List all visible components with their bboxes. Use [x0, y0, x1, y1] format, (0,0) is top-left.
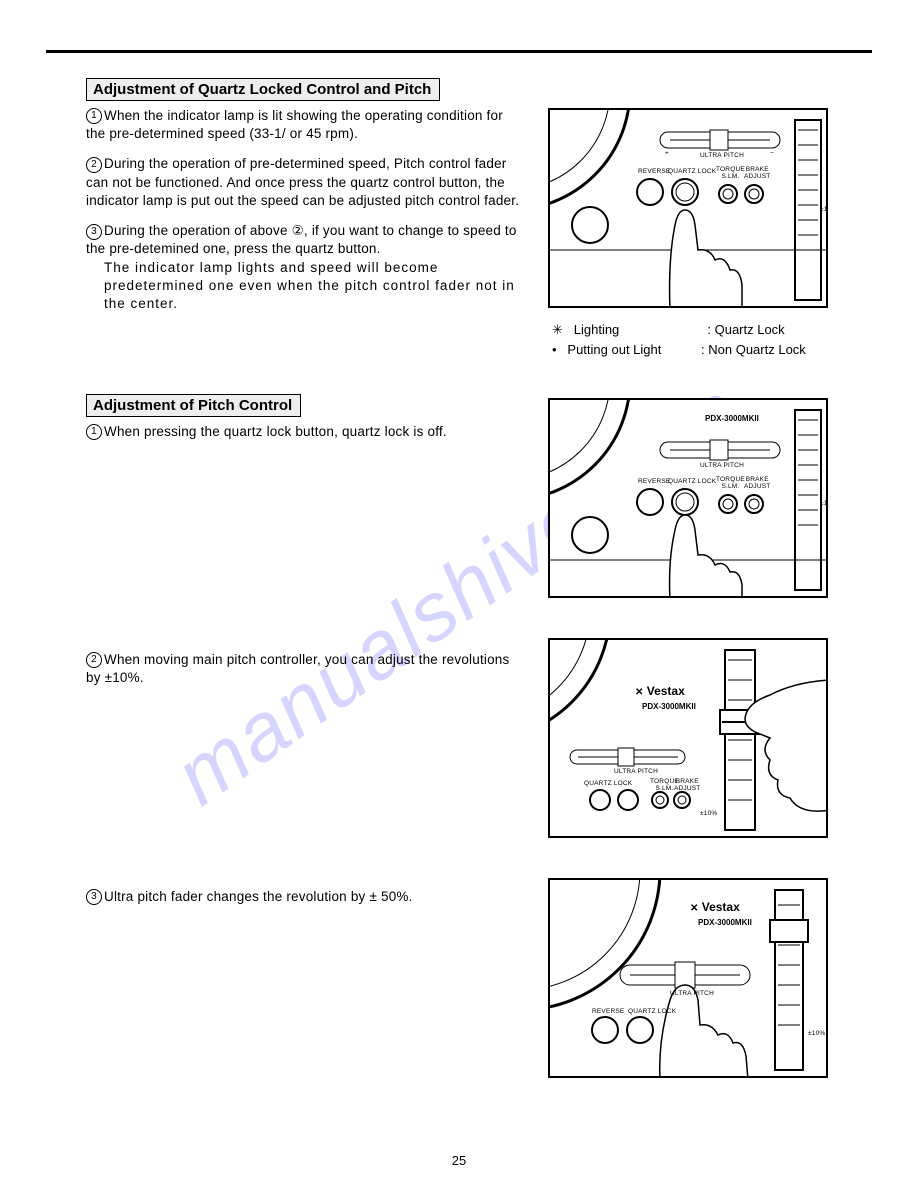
ultra-pitch-label: ULTRA PITCH: [614, 768, 658, 775]
list-item: 2During the operation of pre-determined …: [86, 155, 526, 210]
ten-label: ±10%: [700, 810, 717, 817]
figure-main-pitch: ✕ Vestax PDX-3000MKII ULTRA PITCH QUARTZ…: [548, 638, 828, 838]
reverse-label: REVERSE: [638, 168, 670, 175]
legend-label: Putting out Light: [567, 340, 697, 360]
marker-3-icon: 3: [86, 224, 102, 240]
ultra-pitch-label: ULTRA PITCH: [700, 462, 744, 469]
ultra-pitch-label: ULTRA PITCH: [700, 152, 744, 159]
brake-label: BRAKE ADJUST: [744, 166, 770, 180]
marker-1-icon: 1: [86, 424, 102, 440]
quartz-label: QUARTZ LOCK: [668, 478, 716, 485]
plus-label: +: [665, 150, 669, 157]
list-item: 2When moving main pitch controller, you …: [86, 651, 526, 687]
item-text: During the operation of pre-determined s…: [86, 156, 519, 207]
quartz-label: QUARTZ LOCK: [584, 780, 632, 787]
legend-value: : Quartz Lock: [707, 322, 784, 337]
ten-label: ±10%: [808, 1030, 825, 1037]
section-pitch-3: 3Ultra pitch fader changes the revolutio…: [86, 888, 526, 918]
page-content: Adjustment of Quartz Locked Control and …: [86, 78, 872, 1148]
top-rule: [46, 50, 872, 53]
ultra-pitch-label: ULTRA PITCH: [670, 990, 714, 997]
section-pitch: Adjustment of Pitch Control 1When pressi…: [86, 394, 526, 453]
quartz-label: QUARTZ LOCK: [668, 168, 716, 175]
quartz-label: QUARTZ LOCK: [628, 1008, 676, 1015]
legend-row: • Putting out Light : Non Quartz Lock: [552, 340, 852, 360]
item-text: When pressing the quartz lock button, qu…: [104, 424, 447, 439]
list-item: 3Ultra pitch fader changes the revolutio…: [86, 888, 526, 906]
model-label: PDX-3000MKII: [705, 414, 759, 423]
legend-row: ✳ Lighting : Quartz Lock: [552, 320, 852, 340]
section-title: Adjustment of Quartz Locked Control and …: [86, 78, 440, 101]
section-title: Adjustment of Pitch Control: [86, 394, 301, 417]
list-item: 3During the operation of above ②, if you…: [86, 222, 526, 258]
light-on-icon: ✳: [552, 322, 563, 337]
brake-label: BRAKE ADJUST: [674, 778, 700, 792]
torque-label: TORQUE S.LM.: [716, 476, 745, 490]
brand-label: ✕ Vestax: [635, 684, 685, 698]
torque-label: TORQUE S.LM.: [716, 166, 745, 180]
minus-label: −: [770, 150, 774, 157]
reverse-label: REVERSE: [592, 1008, 624, 1015]
manual-page: manualshive.com Adjustment of Quartz Loc…: [0, 0, 918, 1188]
section-pitch-2: 2When moving main pitch controller, you …: [86, 651, 526, 699]
marker-2-icon: 2: [86, 157, 102, 173]
brand-label: ✕ Vestax: [690, 900, 740, 914]
item-text: When moving main pitch controller, you c…: [86, 652, 509, 685]
reverse-label: REVERSE: [638, 478, 670, 485]
list-item: 1When pressing the quartz lock button, q…: [86, 423, 526, 441]
light-off-icon: •: [552, 342, 557, 357]
item-text: During the operation of above ②, if you …: [86, 223, 517, 256]
legend-value: : Non Quartz Lock: [701, 342, 806, 357]
item-text: When the indicator lamp is lit showing t…: [86, 108, 503, 141]
section-quartz: Adjustment of Quartz Locked Control and …: [86, 78, 526, 313]
marker-3-icon: 3: [86, 889, 102, 905]
figure-ultra-pitch: ✕ Vestax PDX-3000MKII ULTRA PITCH REVERS…: [548, 878, 828, 1078]
brake-label: BRAKE ADJUST: [744, 476, 770, 490]
list-item: 1When the indicator lamp is lit showing …: [86, 107, 526, 143]
page-number: 25: [0, 1153, 918, 1168]
marker-2-icon: 2: [86, 652, 102, 668]
ten-label: ±10%: [820, 206, 828, 213]
figure-quartz-press: ULTRA PITCH + − REVERSE QUARTZ LOCK TORQ…: [548, 108, 828, 308]
legend-label: Lighting: [574, 320, 704, 340]
figure-pitch-off: PDX-3000MKII ULTRA PITCH REVERSE QUARTZ …: [548, 398, 828, 598]
model-label: PDX-3000MKII: [698, 918, 752, 927]
model-label: PDX-3000MKII: [642, 702, 696, 711]
item-continuation: The indicator lamp lights and speed will…: [86, 259, 526, 314]
figure-legend: ✳ Lighting : Quartz Lock • Putting out L…: [552, 320, 852, 359]
marker-1-icon: 1: [86, 108, 102, 124]
item-text: Ultra pitch fader changes the revolution…: [104, 889, 413, 904]
ten-label: ±10%: [820, 500, 828, 507]
